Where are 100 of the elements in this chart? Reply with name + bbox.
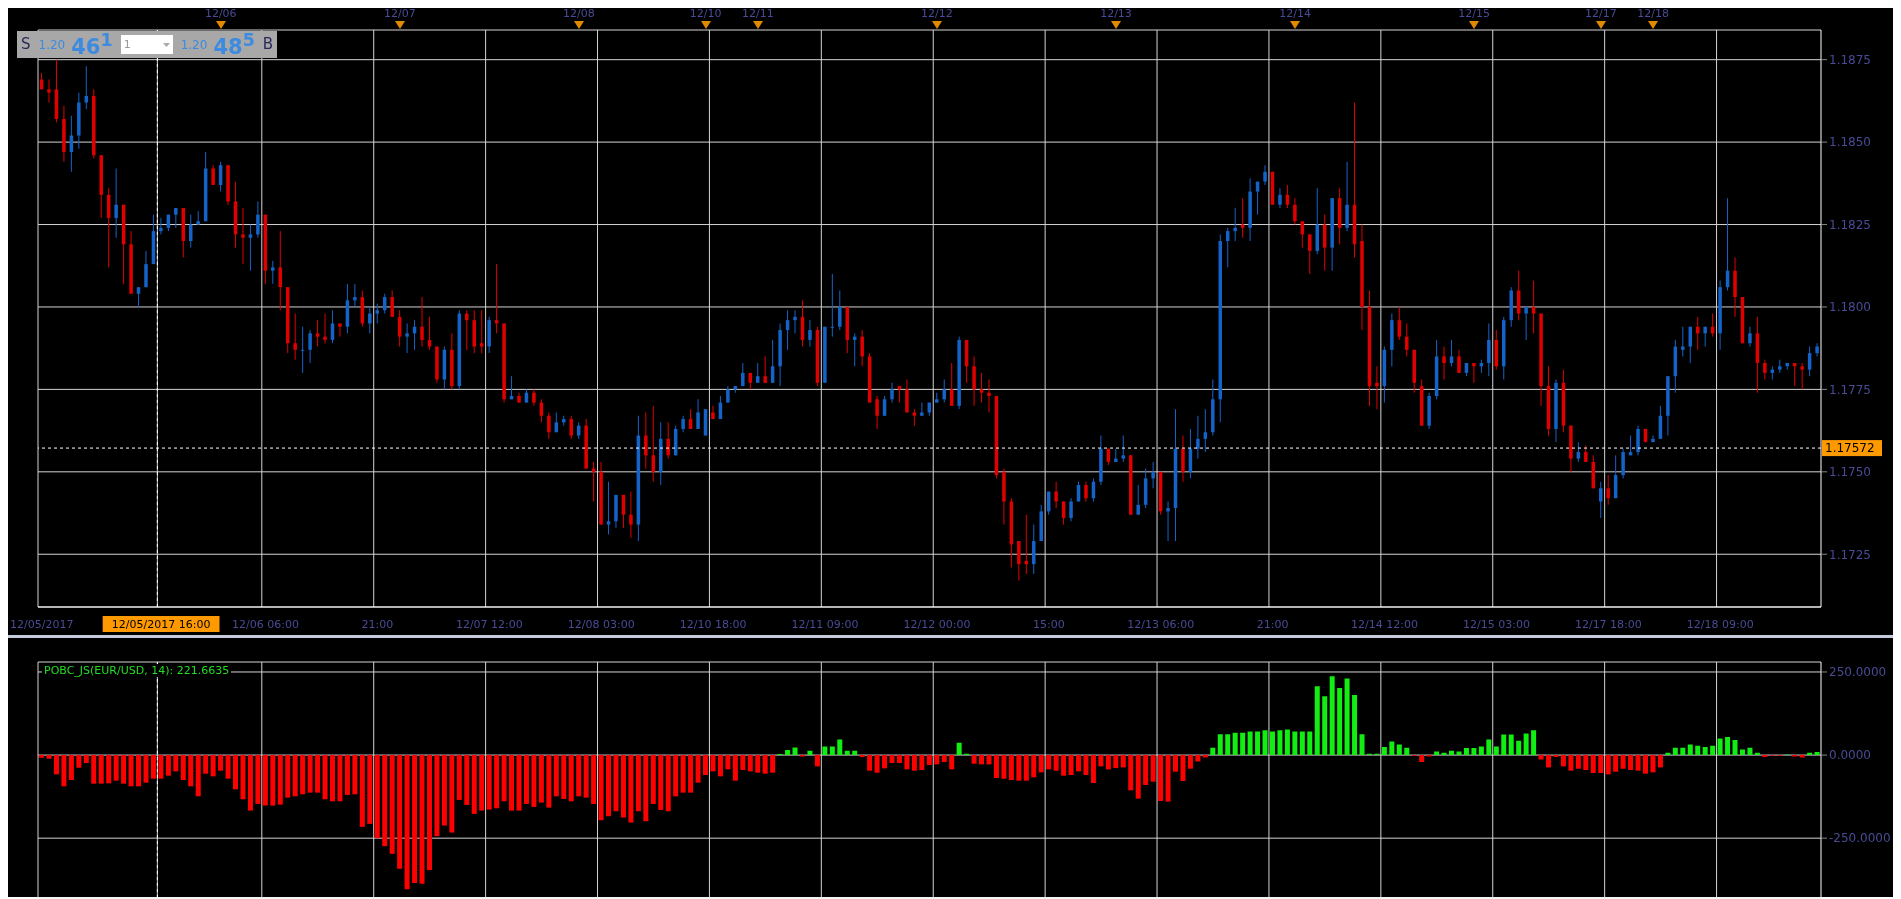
y-tick-label: 1.1875 <box>1829 52 1871 67</box>
bar <box>121 755 127 784</box>
bar <box>1098 755 1104 767</box>
bar <box>1643 755 1648 774</box>
candlestick <box>1121 435 1126 463</box>
bar <box>419 755 425 884</box>
bar <box>307 755 313 793</box>
candlestick <box>1263 164 1267 186</box>
text: 12/13 <box>1099 7 1133 20</box>
bar <box>173 755 179 772</box>
x-tick-label: 21:00 <box>1256 618 1289 631</box>
bar <box>113 755 119 781</box>
bar <box>39 755 45 758</box>
bar <box>688 755 694 793</box>
bar <box>344 755 350 795</box>
candlestick <box>1472 362 1476 384</box>
candlestick <box>1636 425 1640 456</box>
bar <box>136 755 142 787</box>
bar <box>1255 731 1261 756</box>
bar <box>1590 755 1596 774</box>
chart-title: POBC_JS(EUR/USD, 14): 221.6635 <box>42 664 232 677</box>
text: 12/18 <box>1636 7 1670 20</box>
bar <box>404 755 410 890</box>
bar <box>1605 755 1611 775</box>
bar <box>1516 740 1522 756</box>
bar <box>389 755 395 854</box>
bar <box>1508 734 1514 756</box>
bar <box>1031 755 1037 778</box>
bar <box>889 755 895 764</box>
bar <box>426 755 432 871</box>
bar <box>1695 745 1701 756</box>
bar <box>247 755 253 811</box>
bar <box>1329 676 1335 756</box>
y-tick-label: 1.1850 <box>1829 135 1871 150</box>
text: 12/10 <box>688 7 723 20</box>
bar <box>553 755 559 797</box>
bar <box>710 755 716 772</box>
bar <box>979 755 985 765</box>
bar <box>635 755 641 812</box>
bar <box>1546 755 1552 768</box>
bar <box>665 755 671 812</box>
bar <box>650 755 656 804</box>
bar <box>382 755 388 847</box>
bar <box>150 755 156 779</box>
candlestick <box>1442 346 1446 380</box>
candlestick <box>905 379 909 413</box>
y-tick-label: 1.1725 <box>1829 547 1871 562</box>
bar <box>315 755 321 793</box>
bar <box>792 747 798 756</box>
candlestick <box>1345 161 1349 232</box>
candlestick <box>1681 326 1685 357</box>
bar <box>785 750 791 756</box>
bar <box>479 755 485 811</box>
bar <box>1180 755 1186 781</box>
candlestick <box>838 289 842 331</box>
bar <box>1687 744 1693 756</box>
bar <box>658 755 664 810</box>
bar <box>91 755 97 784</box>
bar <box>255 755 261 804</box>
bar <box>233 755 239 790</box>
candlestick <box>1800 362 1804 390</box>
bar <box>956 742 962 756</box>
bar <box>1008 755 1014 780</box>
candlestick <box>1054 481 1058 509</box>
text: 12/15 <box>1457 7 1491 20</box>
bar <box>1560 755 1566 767</box>
bar <box>352 755 358 795</box>
annotation: 48$^{5}$ <box>213 29 255 59</box>
candlestick <box>338 322 342 338</box>
bar <box>1672 747 1678 756</box>
bar <box>837 739 843 756</box>
candlestick <box>1487 322 1491 377</box>
bar <box>926 755 932 766</box>
bar <box>1061 755 1067 776</box>
bar <box>1732 740 1738 756</box>
bar <box>143 755 149 783</box>
candlestick <box>920 402 924 417</box>
bar <box>441 755 447 826</box>
bar <box>568 755 574 802</box>
x-tick-label: 12/13 06:00 <box>1127 618 1195 631</box>
bar <box>1269 731 1275 756</box>
bar <box>1702 747 1708 756</box>
bar <box>941 755 947 763</box>
candlestick <box>159 217 163 235</box>
bar <box>1486 739 1492 756</box>
x-tick-label: 12/12 00:00 <box>903 618 971 631</box>
bar <box>762 755 768 774</box>
candlestick <box>666 421 670 460</box>
bar <box>1158 755 1164 801</box>
bar <box>1083 755 1089 776</box>
candlestick <box>569 415 573 440</box>
candlestick <box>479 309 484 354</box>
bar <box>188 755 194 787</box>
x-tick-label: 12/18 09:00 <box>1686 618 1754 631</box>
candlestick <box>1531 280 1536 334</box>
bar <box>770 755 776 773</box>
bar <box>1635 755 1641 771</box>
bar <box>882 755 888 769</box>
candlestick <box>1196 415 1200 460</box>
bar <box>76 755 82 768</box>
